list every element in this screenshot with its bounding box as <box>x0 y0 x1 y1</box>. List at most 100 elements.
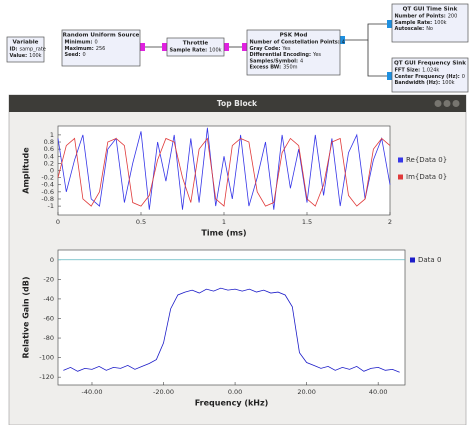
x-tick-label: 20.00 <box>297 388 316 396</box>
param-value: 350m <box>283 64 298 70</box>
param-key: Number of Points: <box>395 13 446 19</box>
y-tick-label: -60 <box>43 314 54 322</box>
x-tick-label: -20.00 <box>153 388 174 396</box>
series-line <box>57 127 391 210</box>
port <box>224 43 229 51</box>
legend-label: Re{Data 0} <box>406 156 447 164</box>
param-value: 100k <box>209 47 222 53</box>
block-param: Center Frequency (Hz): 0 <box>395 73 465 79</box>
minimize-button[interactable] <box>434 100 442 107</box>
param-key: Sample Rate: <box>395 19 433 25</box>
port <box>242 43 247 51</box>
block-param: ID: samp_rate <box>10 46 46 52</box>
legend-label: Data 0 <box>418 256 441 264</box>
y-tick-label: 0.4 <box>44 152 54 160</box>
y-tick-label: -40 <box>43 295 54 303</box>
param-key: Minimum: <box>65 39 93 45</box>
block-body <box>61 29 141 67</box>
block-param: Gray Code: Yes <box>250 45 291 51</box>
param-value: 0 <box>94 39 97 45</box>
block-param: Differential Encoding: Yes <box>250 52 322 58</box>
param-value: 1.024k <box>422 67 439 73</box>
series-line <box>63 287 400 373</box>
series-line <box>57 137 391 207</box>
y-tick-label: -0.6 <box>41 188 54 196</box>
connection <box>345 23 387 41</box>
y-tick-label: -0.8 <box>41 195 54 203</box>
connection <box>367 40 387 77</box>
block-param: Number of Points: 200 <box>395 13 458 19</box>
legend-swatch <box>398 157 403 163</box>
param-value: 100k <box>29 52 42 58</box>
param-key: ID: <box>10 46 18 52</box>
x-tick-label: 1.5 <box>302 218 312 226</box>
port <box>387 72 392 80</box>
block-param: Maximum: 256 <box>65 45 106 51</box>
block-title: Variable <box>13 40 39 46</box>
y-tick-label: -120 <box>39 373 54 381</box>
block-body <box>391 3 469 43</box>
block-body <box>391 57 469 93</box>
block-title: PSK Mod <box>280 33 308 39</box>
y-tick-label: -20 <box>43 275 54 283</box>
block-param: FFT Size: 1.024k <box>395 67 440 73</box>
param-key: Seed: <box>65 52 81 58</box>
block-title: Random Uniform Source <box>63 33 140 39</box>
block-param: Seed: 0 <box>65 52 86 58</box>
block-param: Excess BW: 350m <box>250 64 298 70</box>
param-key: Sample Rate: <box>170 47 208 53</box>
param-value: 200 <box>448 13 458 19</box>
y-tick-label: 1 <box>50 131 54 139</box>
param-value: 4 <box>342 39 345 45</box>
y-axis-label: Amplitude <box>22 147 31 194</box>
param-value: 256 <box>96 45 106 51</box>
maximize-button[interactable] <box>443 100 451 107</box>
y-tick-label: 0 <box>50 256 54 264</box>
y-tick-label: 0 <box>50 167 54 175</box>
block-param: Number of Constellation Points: 4 <box>250 39 345 45</box>
port <box>340 36 345 44</box>
param-value: No <box>426 26 433 32</box>
param-key: Differential Encoding: <box>250 52 311 58</box>
block-body <box>166 37 225 57</box>
y-tick-label: -0.2 <box>41 174 54 182</box>
port <box>387 20 392 28</box>
param-value: 100k <box>434 19 447 25</box>
x-tick-label: 1 <box>222 218 226 226</box>
y-axis-label: Relative Gain (dB) <box>22 276 31 358</box>
block-param: Samples/Symbol: 4 <box>250 58 304 64</box>
plot-area <box>57 249 406 386</box>
block-param: Minimum: 0 <box>65 39 98 45</box>
close-button[interactable] <box>452 100 460 107</box>
param-value: samp_rate <box>20 46 46 52</box>
param-value: Yes <box>312 52 321 58</box>
param-key: Autoscale: <box>395 26 425 32</box>
y-tick-label: -100 <box>39 354 54 362</box>
legend-swatch <box>398 174 403 180</box>
y-tick-label: 0.2 <box>44 159 54 167</box>
param-value: 100k <box>442 80 455 86</box>
param-value: 0 <box>82 52 85 58</box>
param-key: Gray Code: <box>250 45 281 51</box>
param-key: Excess BW: <box>250 64 282 70</box>
block-title: Throttle <box>183 41 209 47</box>
block-param: Autoscale: No <box>395 26 434 32</box>
param-key: FFT Size: <box>395 67 421 73</box>
window-titlebar <box>9 95 466 112</box>
block-title: QT GUI Time Sink <box>403 7 458 13</box>
param-key: Samples/Symbol: <box>250 58 298 64</box>
connections <box>145 23 387 77</box>
block-param: Bandwidth (Hz): 100k <box>395 80 455 86</box>
legend-swatch <box>410 257 415 263</box>
port <box>162 43 167 51</box>
x-tick-label: 0 <box>56 218 60 226</box>
param-key: Number of Constellation Points: <box>250 39 340 45</box>
param-key: Maximum: <box>65 45 94 51</box>
x-tick-label: 0.00 <box>228 388 242 396</box>
x-tick-label: -40.00 <box>82 388 103 396</box>
